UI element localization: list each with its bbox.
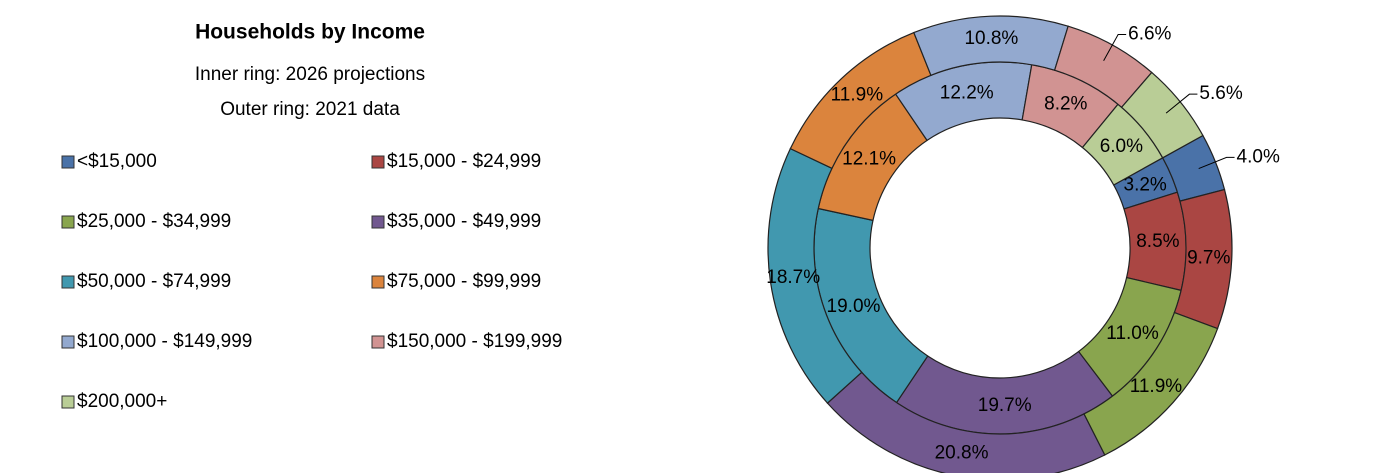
legend-swatch: [61, 335, 75, 349]
legend-swatch: [371, 215, 385, 229]
leader-line: [1165, 93, 1198, 114]
legend-swatch: [371, 335, 385, 349]
legend-label: $15,000 - $24,999: [387, 151, 541, 172]
data-label: 11.9%: [831, 85, 884, 106]
data-label: 11.0%: [1106, 323, 1159, 344]
chart-subtitle: Inner ring: 2026 projections: [195, 64, 425, 85]
data-label: 6.6%: [1128, 24, 1171, 45]
legend-swatch: [61, 275, 75, 289]
data-label: 8.5%: [1136, 231, 1179, 252]
legend-swatch: [61, 215, 75, 229]
data-label: 4.0%: [1237, 146, 1280, 167]
data-label: 8.2%: [1044, 93, 1087, 114]
legend-swatch: [61, 395, 75, 409]
legend-label: $75,000 - $99,999: [387, 271, 541, 292]
data-label: 6.0%: [1100, 136, 1143, 157]
data-label: 19.7%: [978, 395, 1032, 416]
legend-label: $50,000 - $74,999: [77, 271, 231, 292]
chart-title: Households by Income: [195, 21, 425, 44]
data-label: 11.9%: [1130, 376, 1183, 397]
legend-label: $150,000 - $199,999: [387, 331, 562, 352]
legend-label: $25,000 - $34,999: [77, 211, 231, 232]
legend-label: $35,000 - $49,999: [387, 211, 541, 232]
legend-label: <$15,000: [77, 151, 157, 172]
legend-swatch: [371, 155, 385, 169]
data-label: 12.1%: [842, 149, 896, 170]
leader-line: [1103, 34, 1127, 62]
data-label: 18.7%: [766, 267, 820, 288]
leader-line: [1198, 156, 1235, 169]
chart-subtitle: Outer ring: 2021 data: [220, 99, 400, 120]
legend-label: $200,000+: [77, 391, 167, 412]
data-label: 9.7%: [1187, 247, 1230, 268]
legend-label: $100,000 - $149,999: [77, 331, 252, 352]
legend-swatch: [61, 155, 75, 169]
data-label: 10.8%: [964, 28, 1018, 49]
data-label: 5.6%: [1199, 83, 1242, 104]
data-label: 3.2%: [1124, 175, 1167, 196]
data-label: 12.2%: [940, 83, 994, 104]
ring-segment: [1120, 71, 1204, 159]
legend-swatch: [371, 275, 385, 289]
data-label: 19.0%: [827, 296, 881, 317]
data-label: 20.8%: [935, 442, 989, 463]
